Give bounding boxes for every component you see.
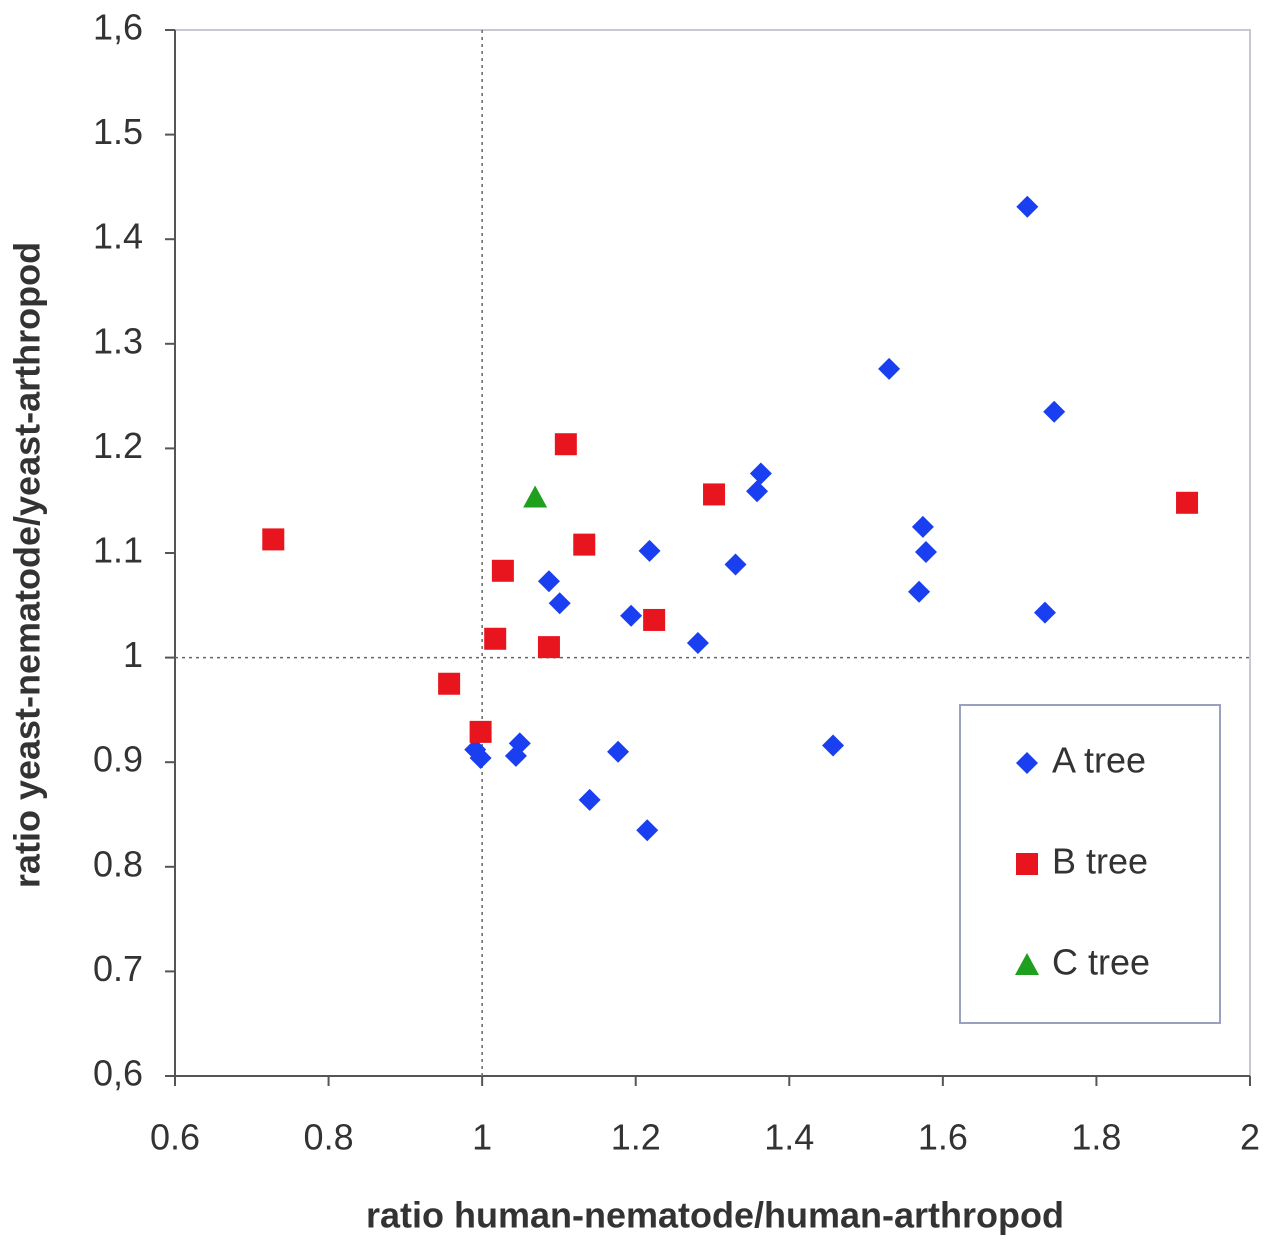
point [554,433,577,456]
y-tick-label: 0.8 [93,843,143,884]
x-tick-label: 1.4 [764,1117,814,1158]
point [908,580,931,603]
y-tick-label: 1.1 [93,530,143,571]
y-tick-label: 0.7 [93,948,143,989]
x-tick-label: 1.6 [918,1117,968,1158]
point [548,592,571,615]
point [1033,601,1056,624]
x-tick-label: 0.8 [304,1117,354,1158]
point [262,528,285,551]
y-tick-label: 1.5 [93,111,143,152]
y-tick-label: 0.9 [93,739,143,780]
point [911,515,934,538]
legend-box [959,704,1221,1024]
y-axis-title: ratio yeast-nematode/yeast-arthropod [7,242,48,888]
point [484,627,507,650]
x-tick-label: 0.6 [150,1117,200,1158]
legend-marker [1015,953,1039,975]
legend-label: B tree [1052,841,1148,882]
y-tick-label: 0,6 [93,1053,143,1094]
x-axis-title: ratio human-nematode/human-arthropod [366,1195,1064,1236]
point [878,357,901,380]
y-tick-label: 1.3 [93,320,143,361]
point [491,559,514,582]
point [537,570,560,593]
legend-marker [1016,853,1038,875]
point [643,608,666,631]
point [469,747,492,770]
y-tick-label: 1.4 [93,216,143,257]
point [914,540,937,563]
point [638,539,661,562]
point [686,631,709,654]
x-tick-label: 1 [472,1117,492,1158]
x-tick-label: 1.2 [611,1117,661,1158]
legend-marker [1016,752,1038,774]
x-tick-label: 1.8 [1071,1117,1121,1158]
point [573,533,596,556]
point [749,462,772,485]
point [504,744,527,767]
legend-label: C tree [1052,942,1150,983]
x-tick-label: 2 [1240,1117,1260,1158]
legend-label: A tree [1052,740,1146,781]
point [1043,400,1066,423]
point [578,788,601,811]
y-tick-label: 1,6 [93,7,143,48]
point [1016,195,1039,218]
y-tick-label: 1.2 [93,425,143,466]
point [607,740,630,763]
y-tick-label: 1 [123,634,143,675]
point [1176,491,1199,514]
point [746,480,769,503]
point [636,819,659,842]
point [703,483,726,506]
point [620,604,643,627]
point [469,720,492,743]
point [724,553,747,576]
point [537,636,560,659]
point [438,672,461,695]
point [822,734,845,757]
point [523,485,548,508]
